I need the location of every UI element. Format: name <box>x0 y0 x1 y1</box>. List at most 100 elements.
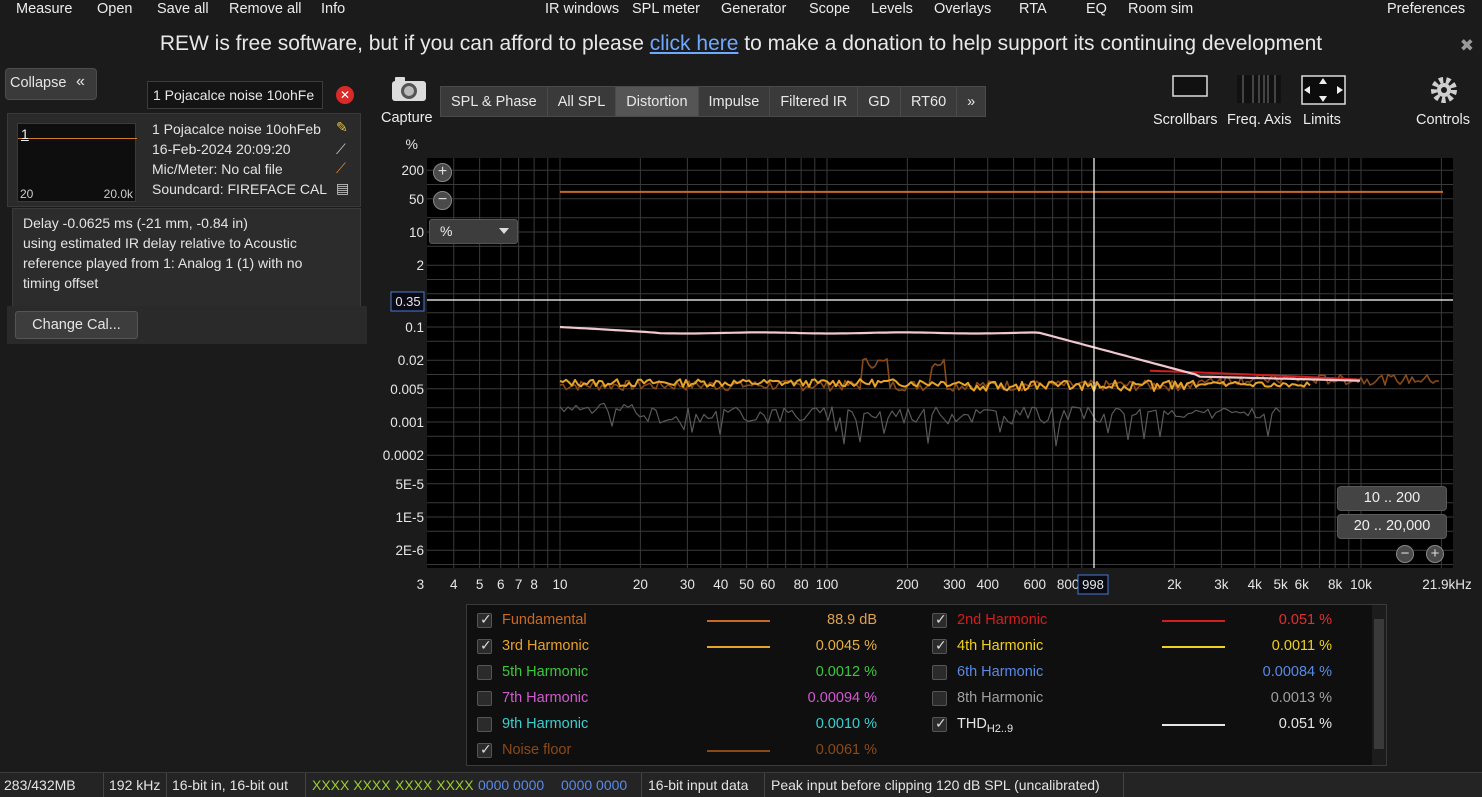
limits-icon[interactable] <box>1301 75 1346 105</box>
zoom-in-y-icon[interactable]: + <box>433 163 452 182</box>
legend-checkbox[interactable] <box>932 715 947 732</box>
camera-icon[interactable] <box>390 75 428 103</box>
y-tick-label: 0.001 <box>390 415 424 430</box>
menu-generator[interactable]: Generator <box>721 1 787 17</box>
legend-checkbox[interactable] <box>477 665 492 680</box>
y-axis-unit: % <box>406 136 418 152</box>
scrollbars-label[interactable]: Scrollbars <box>1153 112 1218 128</box>
x-tick-label: 4k <box>1248 577 1263 592</box>
tab-gd[interactable]: GD <box>857 86 900 117</box>
legend-checkbox[interactable] <box>477 637 492 654</box>
measurement-info-soundcard: Soundcard: FIREFACE CAL <box>152 181 328 197</box>
y-tick-label: 10 <box>409 225 424 240</box>
y-axis-labels: 200 50 10 2 0.1 0.02 0.005 0.001 0.0002 5E-5 1E-5 2… <box>383 163 424 558</box>
tab-rt60[interactable]: RT60 <box>899 86 957 117</box>
range-20-20000-button[interactable]: 20 .. 20,000 <box>1337 514 1447 539</box>
legend-checkbox[interactable] <box>477 741 492 758</box>
limits-label[interactable]: Limits <box>1303 112 1341 128</box>
legend-checkbox[interactable] <box>932 691 947 706</box>
gear-icon[interactable] <box>1429 75 1459 105</box>
menu-room-sim[interactable]: Room sim <box>1128 1 1194 17</box>
legend-label: 7th Harmonic <box>502 690 589 706</box>
collapse-button[interactable]: Collapse « <box>5 68 97 100</box>
menu-scope[interactable]: Scope <box>809 1 851 17</box>
remove-measurement-icon[interactable]: ✕ <box>336 86 354 104</box>
pen-icon[interactable]: ⟋ <box>336 141 346 157</box>
legend-scrollbar-thumb[interactable] <box>1374 619 1384 749</box>
menu-remove-all[interactable]: Remove all <box>229 1 302 17</box>
menu-ir-windows[interactable]: IR windows <box>545 1 620 17</box>
tab-spl-phase[interactable]: SPL & Phase <box>440 86 547 117</box>
capture-label[interactable]: Capture <box>381 110 433 126</box>
plot-area <box>427 158 1453 568</box>
y-tick-label: 0.0002 <box>383 448 424 463</box>
zoom-out-x-icon[interactable]: − <box>1396 545 1414 563</box>
x-tick-label: 800 <box>1057 577 1080 592</box>
menu-save-all[interactable]: Save all <box>157 1 209 17</box>
legend-scrollbar[interactable] <box>1372 605 1386 765</box>
menu-open[interactable]: Open <box>97 1 133 17</box>
thumbnail-freq-high: 20.0k <box>103 187 133 201</box>
legend-checkbox[interactable] <box>477 691 492 706</box>
tab-all-spl[interactable]: All SPL <box>546 86 616 117</box>
close-icon[interactable]: ✖ <box>1459 36 1474 55</box>
scrollbars-icon[interactable] <box>1172 75 1208 97</box>
y-tick-label: 1E-5 <box>395 510 424 525</box>
x-tick-label: 400 <box>976 577 999 592</box>
menu-measure[interactable]: Measure <box>16 1 73 17</box>
x-tick-label: 8 <box>530 577 538 592</box>
controls-label[interactable]: Controls <box>1416 112 1470 128</box>
legend-label: Fundamental <box>502 612 587 628</box>
legend-row: 8th Harmonic 0.0013 % <box>922 687 1372 709</box>
legend-label: 2nd Harmonic <box>957 612 1048 628</box>
y-tick-label: 2E-6 <box>395 543 424 558</box>
delay-line-2: using estimated IR delay relative to Aco… <box>23 235 297 251</box>
x-tick-label: 600 <box>1024 577 1047 592</box>
edit-notes-icon[interactable]: ✎ <box>336 119 348 135</box>
freq-axis-label[interactable]: Freq. Axis <box>1227 112 1292 128</box>
legend-row: Noise floor 0.0061 % <box>467 739 917 761</box>
legend-checkbox[interactable] <box>932 611 947 628</box>
zoom-out-y-icon[interactable]: − <box>433 191 452 210</box>
legend-checkbox[interactable] <box>932 665 947 680</box>
trace-3rd-harmonic <box>559 378 1311 392</box>
x-tick-label: 20 <box>633 577 648 592</box>
y-tick-label: 0.1 <box>405 320 424 335</box>
trace-2nd-harmonic <box>1149 369 1361 381</box>
tab-more[interactable]: » <box>956 86 987 117</box>
tab-distortion[interactable]: Distortion <box>615 86 698 117</box>
menu-eq[interactable]: EQ <box>1086 1 1107 17</box>
status-separator <box>1123 773 1124 797</box>
menu-rta[interactable]: RTA <box>1019 1 1047 17</box>
freq-axis-icon[interactable] <box>1237 75 1281 103</box>
legend-label: 3rd Harmonic <box>502 638 590 654</box>
mic-cal-icon[interactable]: ⟋ <box>336 160 346 176</box>
donation-link[interactable]: click here <box>649 32 739 55</box>
change-cal-button[interactable]: Change Cal... <box>15 311 138 339</box>
y-unit-select[interactable]: % <box>429 219 518 244</box>
document-icon[interactable]: ▤ <box>336 180 350 196</box>
menu-info[interactable]: Info <box>321 1 346 17</box>
donation-banner: REW is free software, but if you can aff… <box>0 32 1482 66</box>
x-tick-label: 10k <box>1350 577 1372 592</box>
menu-preferences[interactable]: Preferences <box>1387 1 1466 17</box>
legend-checkbox[interactable] <box>477 717 492 732</box>
cursor-x-readout-box <box>1077 574 1109 595</box>
status-output-level-2: 0000 0000 <box>561 777 628 793</box>
tab-filtered-ir[interactable]: Filtered IR <box>769 86 858 117</box>
menu-levels[interactable]: Levels <box>871 1 913 17</box>
tab-impulse[interactable]: Impulse <box>697 86 770 117</box>
measurement-card[interactable]: 1 20 20.0k 1 Pojacalce noise 10ohFeb 16-… <box>7 113 361 207</box>
measurement-thumbnail[interactable]: 1 20 20.0k <box>17 123 137 202</box>
menu-overlays[interactable]: Overlays <box>934 1 992 17</box>
legend-line-swatch <box>707 750 770 752</box>
zoom-in-x-icon[interactable]: + <box>1426 545 1444 563</box>
menu-spl-meter[interactable]: SPL meter <box>632 1 700 17</box>
y-tick-label: 5E-5 <box>395 477 424 492</box>
legend-checkbox[interactable] <box>932 637 947 654</box>
measurement-name-field[interactable]: 1 Pojacalce noise 10ohFe <box>147 81 323 109</box>
range-10-200-button[interactable]: 10 .. 200 <box>1337 486 1447 511</box>
legend-checkbox[interactable] <box>477 611 492 628</box>
legend-label: 8th Harmonic <box>957 690 1044 706</box>
legend-value: 0.0061 % <box>815 742 877 758</box>
